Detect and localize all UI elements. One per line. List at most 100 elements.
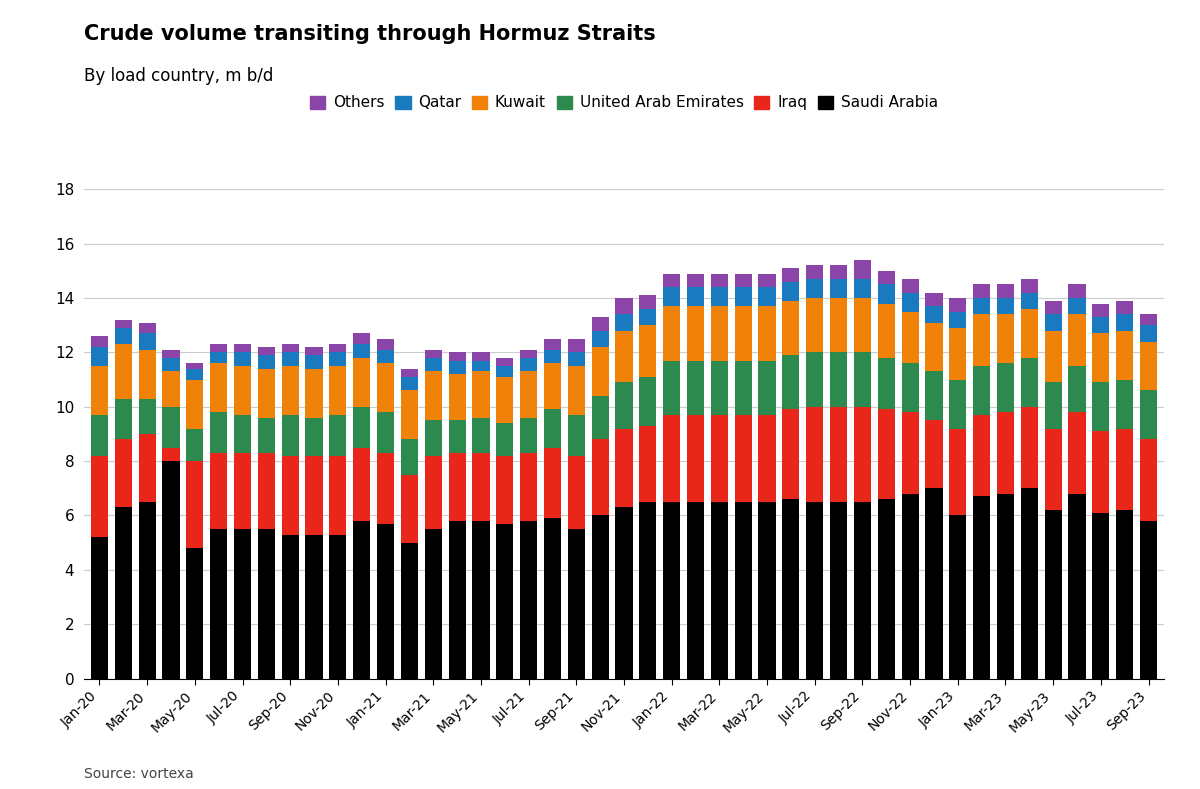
Bar bbox=[115, 398, 132, 439]
Bar bbox=[1116, 331, 1133, 380]
Bar bbox=[830, 279, 847, 298]
Bar bbox=[877, 304, 895, 358]
Bar bbox=[925, 488, 942, 679]
Bar bbox=[1044, 331, 1062, 383]
Bar bbox=[640, 295, 656, 309]
Bar bbox=[162, 358, 180, 372]
Bar bbox=[664, 287, 680, 306]
Bar bbox=[686, 415, 704, 502]
Bar bbox=[282, 353, 299, 366]
Bar bbox=[377, 412, 394, 453]
Bar bbox=[758, 306, 775, 361]
Bar bbox=[186, 548, 204, 679]
Bar bbox=[520, 521, 538, 679]
Bar bbox=[520, 372, 538, 417]
Bar bbox=[91, 347, 108, 366]
Bar bbox=[592, 317, 608, 331]
Bar bbox=[949, 298, 966, 312]
Bar bbox=[186, 368, 204, 380]
Bar bbox=[616, 428, 632, 507]
Bar bbox=[997, 298, 1014, 314]
Bar bbox=[901, 312, 919, 363]
Bar bbox=[686, 306, 704, 361]
Bar bbox=[1140, 314, 1157, 325]
Bar bbox=[115, 328, 132, 344]
Bar bbox=[425, 358, 442, 372]
Bar bbox=[473, 521, 490, 679]
Bar bbox=[973, 285, 990, 298]
Bar bbox=[401, 439, 418, 475]
Bar bbox=[568, 338, 584, 353]
Bar bbox=[234, 453, 251, 529]
Bar bbox=[425, 350, 442, 358]
Bar bbox=[449, 421, 466, 453]
Bar bbox=[734, 361, 751, 415]
Bar bbox=[734, 274, 751, 287]
Bar bbox=[91, 456, 108, 537]
Text: Crude volume transiting through Hormuz Straits: Crude volume transiting through Hormuz S… bbox=[84, 24, 655, 43]
Bar bbox=[640, 309, 656, 325]
Bar bbox=[186, 380, 204, 428]
Bar bbox=[234, 529, 251, 679]
Bar bbox=[592, 347, 608, 396]
Bar bbox=[353, 344, 371, 358]
Bar bbox=[234, 366, 251, 415]
Bar bbox=[353, 358, 371, 407]
Bar bbox=[282, 344, 299, 353]
Bar bbox=[854, 279, 871, 298]
Bar bbox=[901, 494, 919, 679]
Bar bbox=[377, 453, 394, 524]
Bar bbox=[854, 407, 871, 502]
Bar bbox=[686, 361, 704, 415]
Bar bbox=[949, 380, 966, 428]
Bar bbox=[925, 306, 942, 323]
Bar bbox=[1021, 279, 1038, 293]
Bar bbox=[258, 347, 275, 355]
Bar bbox=[592, 331, 608, 347]
Bar bbox=[710, 415, 728, 502]
Bar bbox=[1116, 428, 1133, 510]
Bar bbox=[401, 391, 418, 439]
Bar bbox=[1092, 513, 1110, 679]
Bar bbox=[115, 507, 132, 679]
Bar bbox=[830, 298, 847, 353]
Bar bbox=[210, 529, 227, 679]
Bar bbox=[449, 453, 466, 521]
Bar bbox=[449, 521, 466, 679]
Bar bbox=[758, 361, 775, 415]
Bar bbox=[162, 447, 180, 461]
Bar bbox=[1092, 432, 1110, 513]
Bar bbox=[734, 306, 751, 361]
Bar bbox=[1068, 314, 1086, 366]
Bar bbox=[329, 353, 347, 366]
Bar bbox=[1116, 314, 1133, 331]
Bar bbox=[329, 456, 347, 534]
Bar bbox=[710, 361, 728, 415]
Bar bbox=[806, 298, 823, 353]
Bar bbox=[401, 475, 418, 543]
Bar bbox=[830, 353, 847, 407]
Bar bbox=[1116, 301, 1133, 314]
Bar bbox=[830, 407, 847, 502]
Bar bbox=[473, 361, 490, 372]
Bar bbox=[138, 334, 156, 350]
Bar bbox=[210, 353, 227, 363]
Bar bbox=[640, 377, 656, 426]
Bar bbox=[997, 363, 1014, 412]
Bar bbox=[616, 507, 632, 679]
Bar bbox=[1092, 334, 1110, 383]
Bar bbox=[616, 331, 632, 383]
Bar bbox=[306, 534, 323, 679]
Bar bbox=[782, 409, 799, 499]
Bar bbox=[782, 301, 799, 355]
Bar bbox=[544, 518, 562, 679]
Bar bbox=[258, 529, 275, 679]
Bar bbox=[1044, 301, 1062, 314]
Bar bbox=[806, 265, 823, 279]
Bar bbox=[997, 314, 1014, 363]
Bar bbox=[686, 287, 704, 306]
Bar bbox=[664, 502, 680, 679]
Bar bbox=[758, 502, 775, 679]
Bar bbox=[473, 353, 490, 361]
Bar bbox=[973, 314, 990, 366]
